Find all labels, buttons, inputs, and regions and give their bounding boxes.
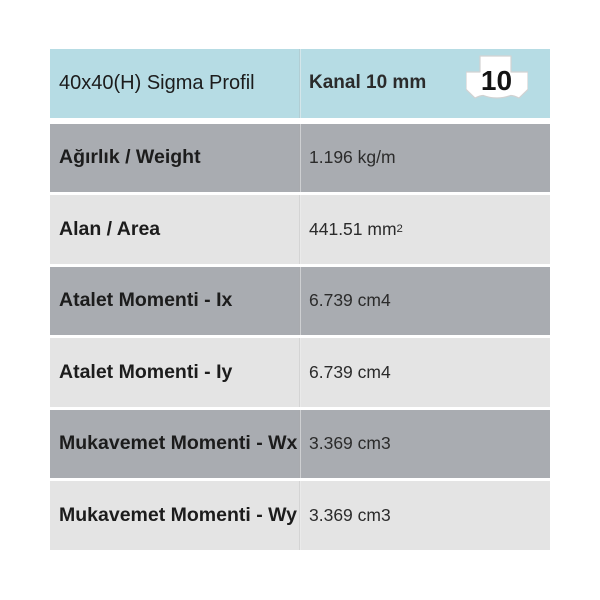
svg-text:10: 10 bbox=[481, 65, 512, 96]
